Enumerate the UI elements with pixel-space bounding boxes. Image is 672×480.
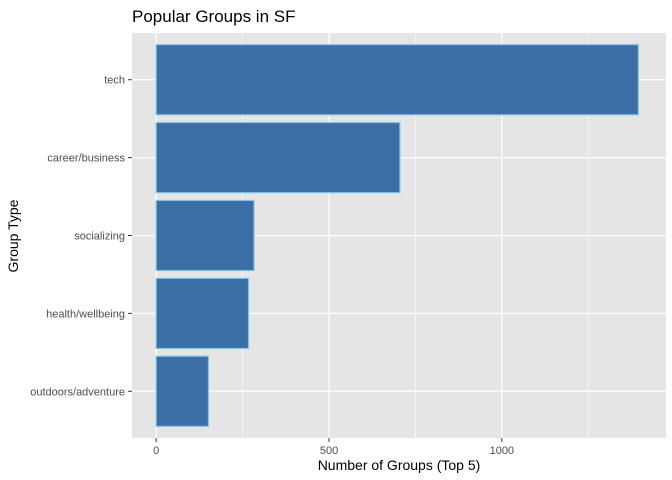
x-tick-label: 1000 bbox=[490, 445, 514, 457]
bar-health-wellbeing bbox=[155, 277, 250, 350]
x-axis-title: Number of Groups (Top 5) bbox=[318, 457, 481, 473]
bars-group bbox=[155, 44, 639, 427]
y-axis-title: Group Type bbox=[5, 199, 21, 272]
bar-career-business bbox=[155, 121, 401, 194]
y-tick-label: socializing bbox=[74, 231, 125, 243]
x-tick-label: 0 bbox=[153, 445, 159, 457]
y-tick-label: outdoors/adventure bbox=[30, 386, 125, 398]
bar-outdoors-adventure bbox=[155, 355, 209, 427]
chart-title: Popular Groups in SF bbox=[132, 7, 295, 26]
y-tick-label: health/wellbeing bbox=[46, 308, 125, 320]
y-tick-label: tech bbox=[104, 75, 125, 87]
y-tick-label: career/business bbox=[47, 153, 125, 165]
bar-socializing bbox=[155, 199, 255, 272]
bar-tech bbox=[155, 44, 639, 116]
y-axis-ticks: tech career/business socializing health/wel… bbox=[30, 75, 132, 398]
x-axis-ticks: 0 500 1000 bbox=[153, 438, 514, 457]
x-tick-label: 500 bbox=[320, 445, 338, 457]
